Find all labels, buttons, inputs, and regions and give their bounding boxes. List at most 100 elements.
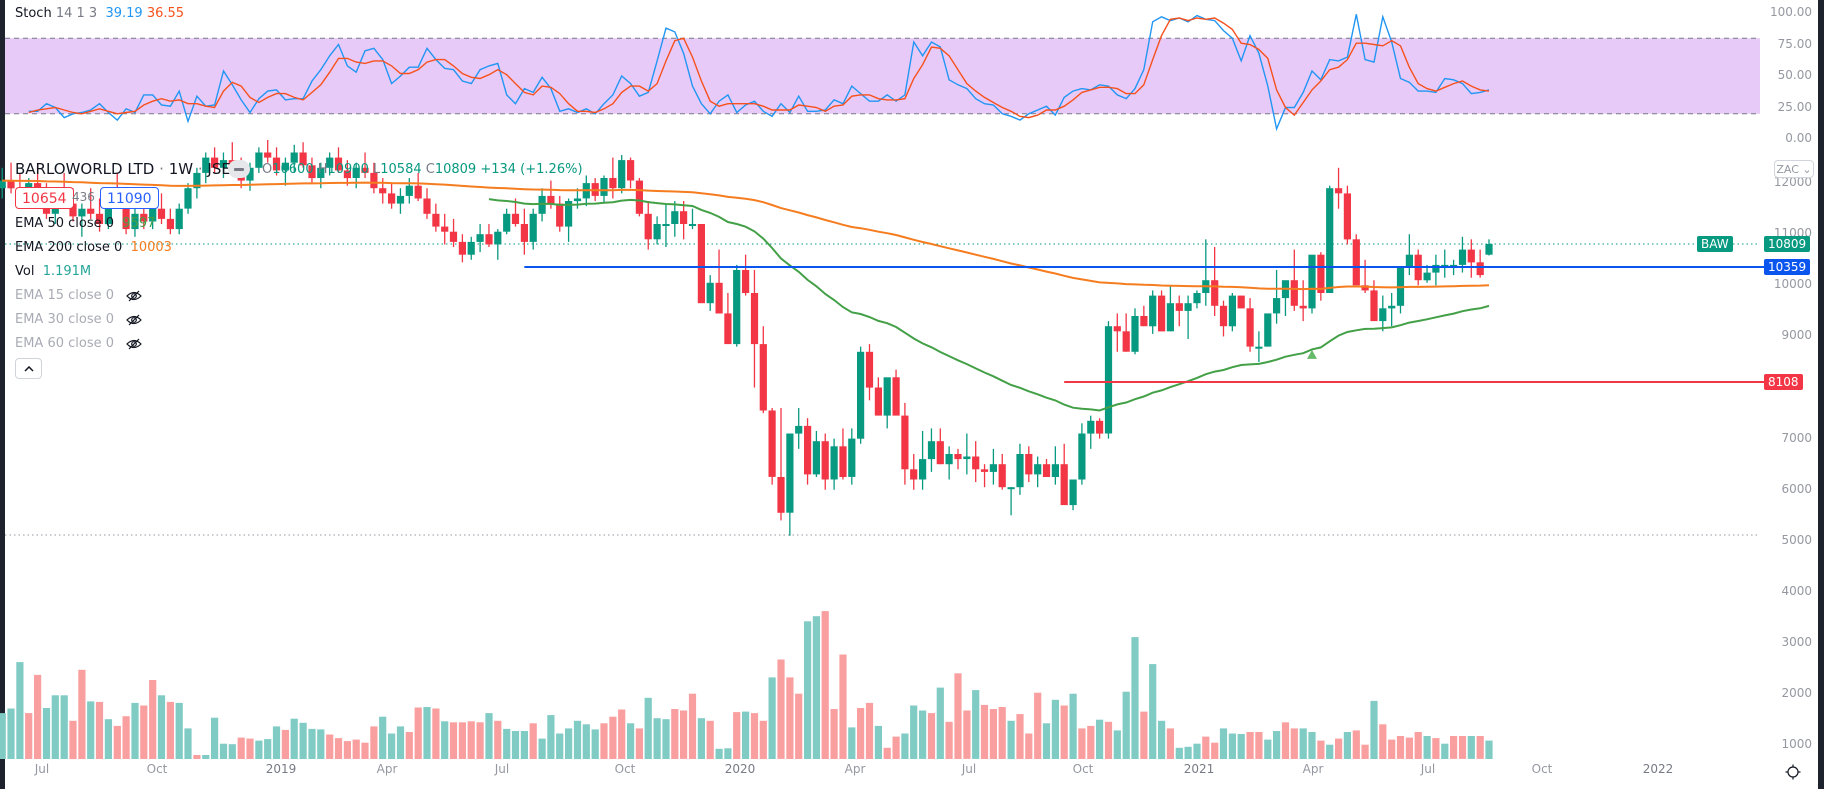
- candle-body: [219, 160, 228, 168]
- stoch-legend[interactable]: Stoch 14 1 3 39.19 36.55: [15, 6, 184, 21]
- volume-bar: [60, 695, 68, 759]
- volume-bar: [1016, 714, 1024, 759]
- volume-bar: [131, 702, 139, 759]
- candle: [919, 430, 927, 490]
- candle: [733, 264, 741, 347]
- candle: [1211, 247, 1219, 316]
- volume-bar: [635, 728, 643, 759]
- currency-dropdown[interactable]: ZAC ⌄: [1774, 160, 1814, 178]
- indicator-ema30[interactable]: EMA 30 close 0: [15, 312, 143, 327]
- candle-body: [733, 270, 741, 345]
- volume-bar: [565, 728, 573, 759]
- volume-bar: [1087, 725, 1095, 759]
- indicator-ema60[interactable]: EMA 60 close 0: [15, 336, 143, 351]
- window-frame-right: [1818, 0, 1824, 789]
- candle-body: [556, 203, 564, 227]
- candle: [1069, 479, 1077, 511]
- candle-body: [998, 464, 1006, 488]
- volume-bar: [95, 701, 104, 759]
- collapse-legend-button[interactable]: [15, 358, 42, 379]
- candle-body: [511, 213, 520, 224]
- candle-body: [1175, 303, 1183, 311]
- volume-bar: [467, 721, 475, 759]
- candle: [786, 433, 794, 536]
- eye-off-icon[interactable]: [126, 290, 143, 302]
- time-axis-label: Apr: [376, 762, 398, 776]
- candle: [857, 346, 865, 444]
- time-axis-label: 2021: [1183, 762, 1215, 776]
- candle-body: [157, 208, 166, 219]
- candle: [7, 162, 15, 194]
- candle: [618, 155, 626, 194]
- volume-bar: [1078, 728, 1086, 759]
- candle-body: [1025, 454, 1033, 475]
- candle: [529, 208, 537, 250]
- volume-bar: [299, 722, 307, 759]
- volume-bar: [476, 722, 484, 759]
- volume-bar: [1007, 720, 1015, 760]
- indicator-ema200[interactable]: EMA 200 close 0 10003: [15, 240, 172, 255]
- volume-bar: [1069, 693, 1077, 759]
- candle: [1140, 305, 1148, 327]
- candle-body: [1166, 303, 1174, 332]
- candle: [1096, 418, 1104, 439]
- volume-bar: [644, 697, 652, 759]
- candle: [1051, 446, 1059, 485]
- eye-off-icon[interactable]: [126, 338, 143, 350]
- candle: [865, 344, 874, 401]
- candle-body: [573, 198, 582, 202]
- candle: [1317, 252, 1325, 301]
- candle: [848, 428, 856, 485]
- volume-bar: [25, 713, 33, 759]
- candle-body: [1450, 264, 1458, 267]
- buy-button[interactable]: 11090: [100, 187, 159, 209]
- candle: [662, 203, 670, 248]
- volume-bar: [494, 720, 502, 760]
- candle: [1273, 270, 1281, 324]
- candle-body: [140, 213, 148, 222]
- symbol-interval: 1W: [168, 160, 194, 178]
- gear-icon[interactable]: [1785, 764, 1801, 780]
- candle-body: [1335, 188, 1343, 194]
- volume-bar: [839, 654, 847, 759]
- stoch-axis-label: 50.00: [1777, 68, 1812, 82]
- volume-axis-label: 1000: [1781, 737, 1812, 751]
- volume-bar: [963, 710, 971, 759]
- candle-body: [759, 344, 767, 411]
- volume-bar: [51, 695, 59, 759]
- indicator-ema15[interactable]: EMA 15 close 0: [15, 288, 143, 303]
- candle: [538, 188, 546, 222]
- candle-body: [1458, 249, 1467, 265]
- candle-body: [1211, 280, 1219, 306]
- volume-bar: [458, 722, 466, 759]
- candle: [750, 270, 759, 388]
- eye-off-icon[interactable]: [126, 314, 143, 326]
- candle-body: [680, 211, 688, 224]
- volume-bar: [600, 723, 608, 759]
- sell-button[interactable]: 10654: [15, 187, 74, 209]
- candle-body: [742, 270, 750, 293]
- volume-bar: [1264, 739, 1272, 759]
- candle: [388, 183, 396, 209]
- volume-bar: [1051, 699, 1059, 759]
- candle: [1087, 415, 1095, 449]
- indicator-vol[interactable]: Vol 1.191M: [15, 264, 91, 279]
- volume-bar: [874, 725, 882, 759]
- candle: [1396, 267, 1405, 314]
- indicator-ema50[interactable]: EMA 50 close 0 9597: [15, 216, 155, 231]
- candle-body: [635, 180, 643, 214]
- currency-label: ZAC: [1776, 163, 1799, 176]
- price-axis-label: 10000: [1773, 277, 1812, 292]
- candle: [1166, 285, 1174, 332]
- symbol-legend[interactable]: BARLOWORLD LTD · 1W · JSE: [15, 160, 231, 178]
- candle: [361, 152, 369, 179]
- candle-body: [1051, 464, 1059, 477]
- candle-body: [1060, 464, 1068, 506]
- volume-bar: [511, 731, 520, 759]
- indicator-label: EMA 30 close 0: [15, 312, 115, 327]
- volume-bar: [1432, 738, 1440, 759]
- volume-bar: [175, 702, 183, 759]
- volume-bar: [777, 659, 785, 759]
- market-status-button[interactable]: [228, 160, 250, 178]
